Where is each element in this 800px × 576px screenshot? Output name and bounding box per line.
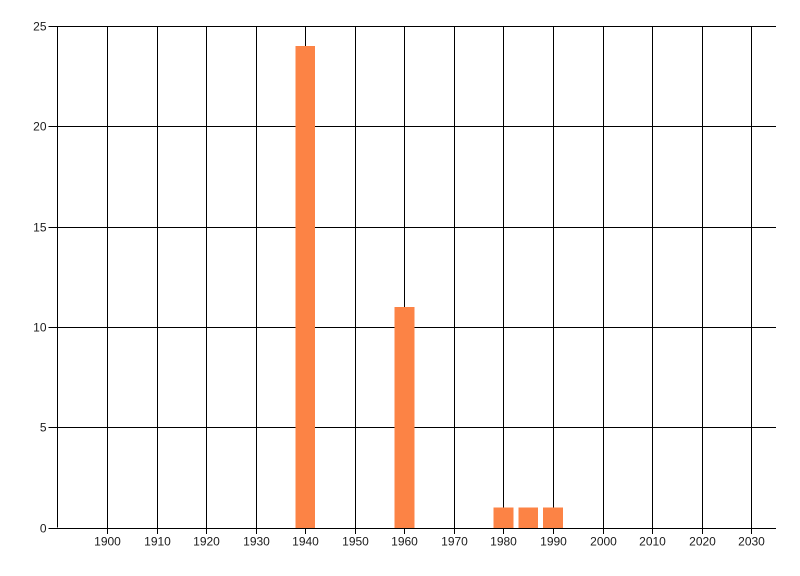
x-tick-label: 2010 (639, 535, 666, 549)
y-tick-label: 5 (40, 421, 47, 435)
x-tick-label: 1950 (342, 535, 369, 549)
bar (394, 306, 415, 528)
x-tick-label: 2020 (689, 535, 716, 549)
bar (493, 507, 514, 528)
bar (543, 507, 563, 528)
x-tick-label: 1900 (94, 535, 121, 549)
bar (295, 46, 316, 528)
x-tick-label: 1940 (292, 535, 319, 549)
y-tick-label: 10 (33, 321, 47, 335)
x-tick-label: 1920 (193, 535, 220, 549)
x-tick-label: 1960 (391, 535, 418, 549)
x-tick-label: 1910 (144, 535, 171, 549)
x-tick-label: 1970 (441, 535, 468, 549)
y-tick-label: 15 (33, 221, 47, 235)
x-tick-label: 2030 (738, 535, 765, 549)
y-tick-label: 25 (33, 20, 47, 34)
x-tick-label: 1930 (243, 535, 270, 549)
bar (518, 507, 539, 528)
x-tick-label: 1980 (490, 535, 517, 549)
y-tick-label: 20 (33, 120, 47, 134)
x-tick-label: 2000 (590, 535, 617, 549)
x-tick-label: 1990 (540, 535, 567, 549)
y-tick-label: 0 (40, 522, 47, 536)
